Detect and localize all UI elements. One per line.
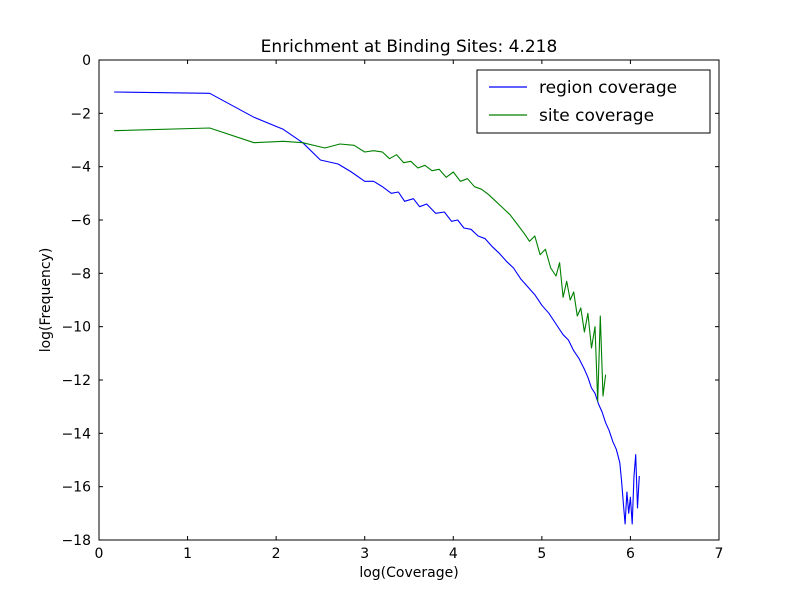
y-tick-label: −16 [61, 480, 91, 496]
y-tick-label: −12 [61, 373, 91, 389]
x-tick-label: 3 [360, 546, 369, 562]
series-line-site-coverage [114, 127, 607, 402]
x-tick-label: 2 [272, 546, 281, 562]
plot-area-frame [98, 59, 720, 541]
legend-label-region-coverage: region coverage [539, 78, 677, 98]
y-tick-label: −2 [70, 106, 91, 122]
y-tick-label: 0 [82, 53, 91, 69]
x-tick-label: 4 [449, 546, 458, 562]
x-tick-label: 5 [537, 546, 546, 562]
series-layer [114, 91, 640, 525]
y-tick-label: −4 [70, 160, 91, 176]
x-tick-label: 6 [626, 546, 635, 562]
series-line-region-coverage [114, 91, 640, 525]
x-tick-label: 1 [183, 546, 192, 562]
y-axis-label: log(Frequency) [38, 248, 54, 353]
x-tick-label: 7 [715, 546, 724, 562]
ticks-layer: 0 1 2 3 4 5 6 7 0 −2 −4 −6 −8 −10 −12 −14 −16 −18 [61, 53, 723, 562]
x-tick-label: 0 [95, 546, 104, 562]
y-tick-label: −8 [70, 266, 91, 282]
x-axis-label: log(Coverage) [359, 565, 458, 581]
y-tick-label: −18 [61, 533, 91, 549]
legend: region coverage site coverage [476, 69, 711, 134]
y-tick-label: −6 [70, 213, 91, 229]
y-tick-label: −10 [61, 320, 91, 336]
y-tick-label: −14 [61, 426, 91, 442]
chart-title: Enrichment at Binding Sites: 4.218 [261, 37, 558, 57]
legend-label-site-coverage: site coverage [539, 106, 654, 126]
legend-box [476, 69, 711, 134]
